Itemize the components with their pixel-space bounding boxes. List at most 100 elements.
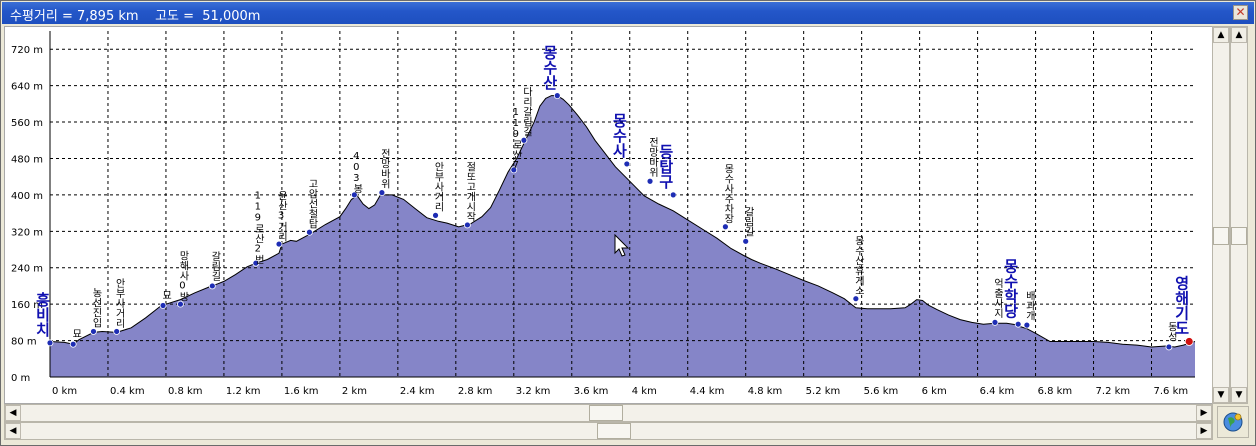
- waypoint-marker[interactable]: [1165, 343, 1173, 351]
- x-tick-label: 5.6 km: [864, 386, 899, 397]
- y-tick-label: 640 m: [11, 82, 43, 93]
- waypoint-label: 배과개: [1023, 290, 1035, 321]
- scroll-right-button-outer[interactable]: ▶: [1196, 423, 1212, 439]
- waypoint-marker[interactable]: [252, 259, 260, 267]
- waypoint-marker[interactable]: [852, 295, 860, 303]
- waypoint-marker[interactable]: [159, 302, 167, 309]
- globe-icon: [1223, 412, 1243, 432]
- waypoint-label: 동성: [1165, 322, 1177, 342]
- waypoint-marker[interactable]: [1023, 321, 1031, 329]
- waypoint-marker[interactable]: [275, 240, 283, 248]
- x-tick-label: 3.6 km: [574, 386, 609, 397]
- title-bar[interactable]: 수평거리 = 7,895 km 고도 = 51,000m ✕: [2, 2, 1254, 24]
- waypoint-marker[interactable]: [722, 223, 729, 231]
- waypoint-label: 등탑구: [657, 144, 675, 190]
- x-tick-label: 2.8 km: [458, 386, 493, 397]
- waypoint-marker[interactable]: [520, 136, 528, 144]
- horizontal-scrollbar-outer[interactable]: ◀ ▶: [4, 422, 1213, 440]
- scroll-thumb-outer[interactable]: [1231, 227, 1247, 245]
- arrow-right-icon: ▶: [1200, 426, 1208, 436]
- waypoint-marker[interactable]: [1014, 320, 1022, 328]
- elevation-chart-area: 0 m 80 m 160 m 240 m 320 m 400 m 480 m 560 m 640…: [4, 26, 1213, 404]
- waypoint-label: 안부사거리: [113, 278, 125, 329]
- waypoint-marker[interactable]: [46, 339, 54, 347]
- waypoint-label: 몽수산: [541, 45, 559, 90]
- scroll-right-button[interactable]: ▶: [1196, 405, 1212, 421]
- scroll-up-button[interactable]: ▲: [1213, 27, 1229, 43]
- close-button[interactable]: ✕: [1233, 5, 1248, 20]
- horizontal-scroll-thumb[interactable]: [589, 405, 623, 421]
- y-tick-label: 0 m: [11, 373, 30, 384]
- scroll-left-button[interactable]: ◀: [5, 405, 21, 421]
- waypoint-label: 망해사0방: [177, 250, 189, 301]
- horizontal-scroll-thumb-outer[interactable]: [597, 423, 631, 439]
- x-tick-label: 0.4 km: [110, 386, 145, 397]
- waypoint-marker[interactable]: [646, 177, 654, 185]
- scroll-thumb[interactable]: [1213, 227, 1229, 245]
- vertical-scrollbar-outer[interactable]: ▲ ▼: [1230, 26, 1248, 404]
- waypoint-label: 농선진입: [90, 287, 102, 327]
- waypoint-marker[interactable]: [378, 189, 386, 197]
- x-tick-label: 0.8 km: [168, 386, 203, 397]
- waypoint-label: 403봉: [351, 151, 363, 194]
- waypoint-marker[interactable]: [432, 211, 439, 219]
- map-button[interactable]: [1217, 406, 1249, 438]
- x-tick-label: 7.6 km: [1154, 386, 1189, 397]
- waypoint-label: 묘: [70, 329, 82, 339]
- mouse-pointer-icon: [614, 233, 630, 257]
- waypoint-label: 흥비치: [34, 291, 52, 338]
- waypoint-label: 몽수산휴게소: [852, 235, 864, 295]
- waypoint-marker[interactable]: [669, 191, 677, 199]
- waypoint-label: 영해기도: [1173, 275, 1191, 336]
- scroll-up-button-outer[interactable]: ▲: [1231, 27, 1247, 43]
- waypoint-marker[interactable]: [90, 328, 97, 335]
- window-title: 수평거리 = 7,895 km 고도 = 51,000m: [10, 9, 261, 24]
- x-tick-label: 6.8 km: [1038, 386, 1073, 397]
- x-tick-label: 2 km: [342, 386, 367, 397]
- waypoint-marker[interactable]: [208, 282, 216, 290]
- scroll-down-button[interactable]: ▼: [1213, 387, 1229, 403]
- arrow-up-icon: ▲: [1217, 30, 1225, 40]
- waypoint-marker[interactable]: [623, 160, 631, 168]
- waypoint-label: 몽수사주차장: [722, 164, 734, 224]
- x-tick-label: 5.2 km: [806, 386, 841, 397]
- waypoint-marker[interactable]: [113, 328, 121, 335]
- x-tick-label: 3.2 km: [516, 386, 551, 397]
- waypoint-marker[interactable]: [1184, 337, 1194, 346]
- waypoint-marker[interactable]: [69, 340, 77, 348]
- waypoint-label: 갈림길: [742, 206, 754, 237]
- arrow-left-icon: ◀: [9, 408, 17, 418]
- arrow-down-icon: ▼: [1235, 390, 1243, 400]
- waypoint-label: 전망바위: [647, 137, 659, 178]
- y-tick-label: 80 m: [11, 337, 37, 348]
- waypoint-label: 전망바위: [378, 148, 390, 189]
- y-tick-label: 480 m: [11, 154, 43, 165]
- waypoint-marker[interactable]: [306, 228, 313, 236]
- waypoint-marker[interactable]: [350, 191, 358, 199]
- arrow-left-icon: ◀: [9, 426, 17, 436]
- vertical-scrollbar[interactable]: ▲ ▼: [1212, 26, 1230, 404]
- y-tick-label: 160 m: [11, 300, 43, 311]
- waypoint-label: 묘: [160, 290, 172, 300]
- waypoint-label: 고압선철탑: [306, 179, 318, 229]
- waypoint-marker[interactable]: [510, 166, 518, 174]
- arrow-right-icon: ▶: [1200, 408, 1208, 418]
- x-tick-label: 0 km: [52, 386, 77, 397]
- waypoint-marker[interactable]: [177, 300, 184, 308]
- y-tick-label: 240 m: [11, 264, 43, 275]
- arrow-down-icon: ▼: [1217, 390, 1225, 400]
- waypoint-label: 갈림길: [209, 250, 221, 281]
- waypoint-marker[interactable]: [553, 92, 561, 100]
- scroll-left-button-outer[interactable]: ◀: [5, 423, 21, 439]
- scroll-down-button-outer[interactable]: ▼: [1231, 387, 1247, 403]
- waypoint-marker[interactable]: [991, 318, 999, 326]
- waypoint-label: 119로산7: [510, 107, 522, 171]
- x-tick-label: 6 km: [922, 386, 947, 397]
- waypoint-marker[interactable]: [464, 221, 471, 229]
- waypoint-marker[interactable]: [742, 237, 750, 245]
- y-tick-label: 720 m: [11, 45, 43, 56]
- elevation-area: [50, 95, 1195, 377]
- horizontal-scrollbar[interactable]: ◀ ▶: [4, 404, 1213, 422]
- arrow-up-icon: ▲: [1235, 30, 1243, 40]
